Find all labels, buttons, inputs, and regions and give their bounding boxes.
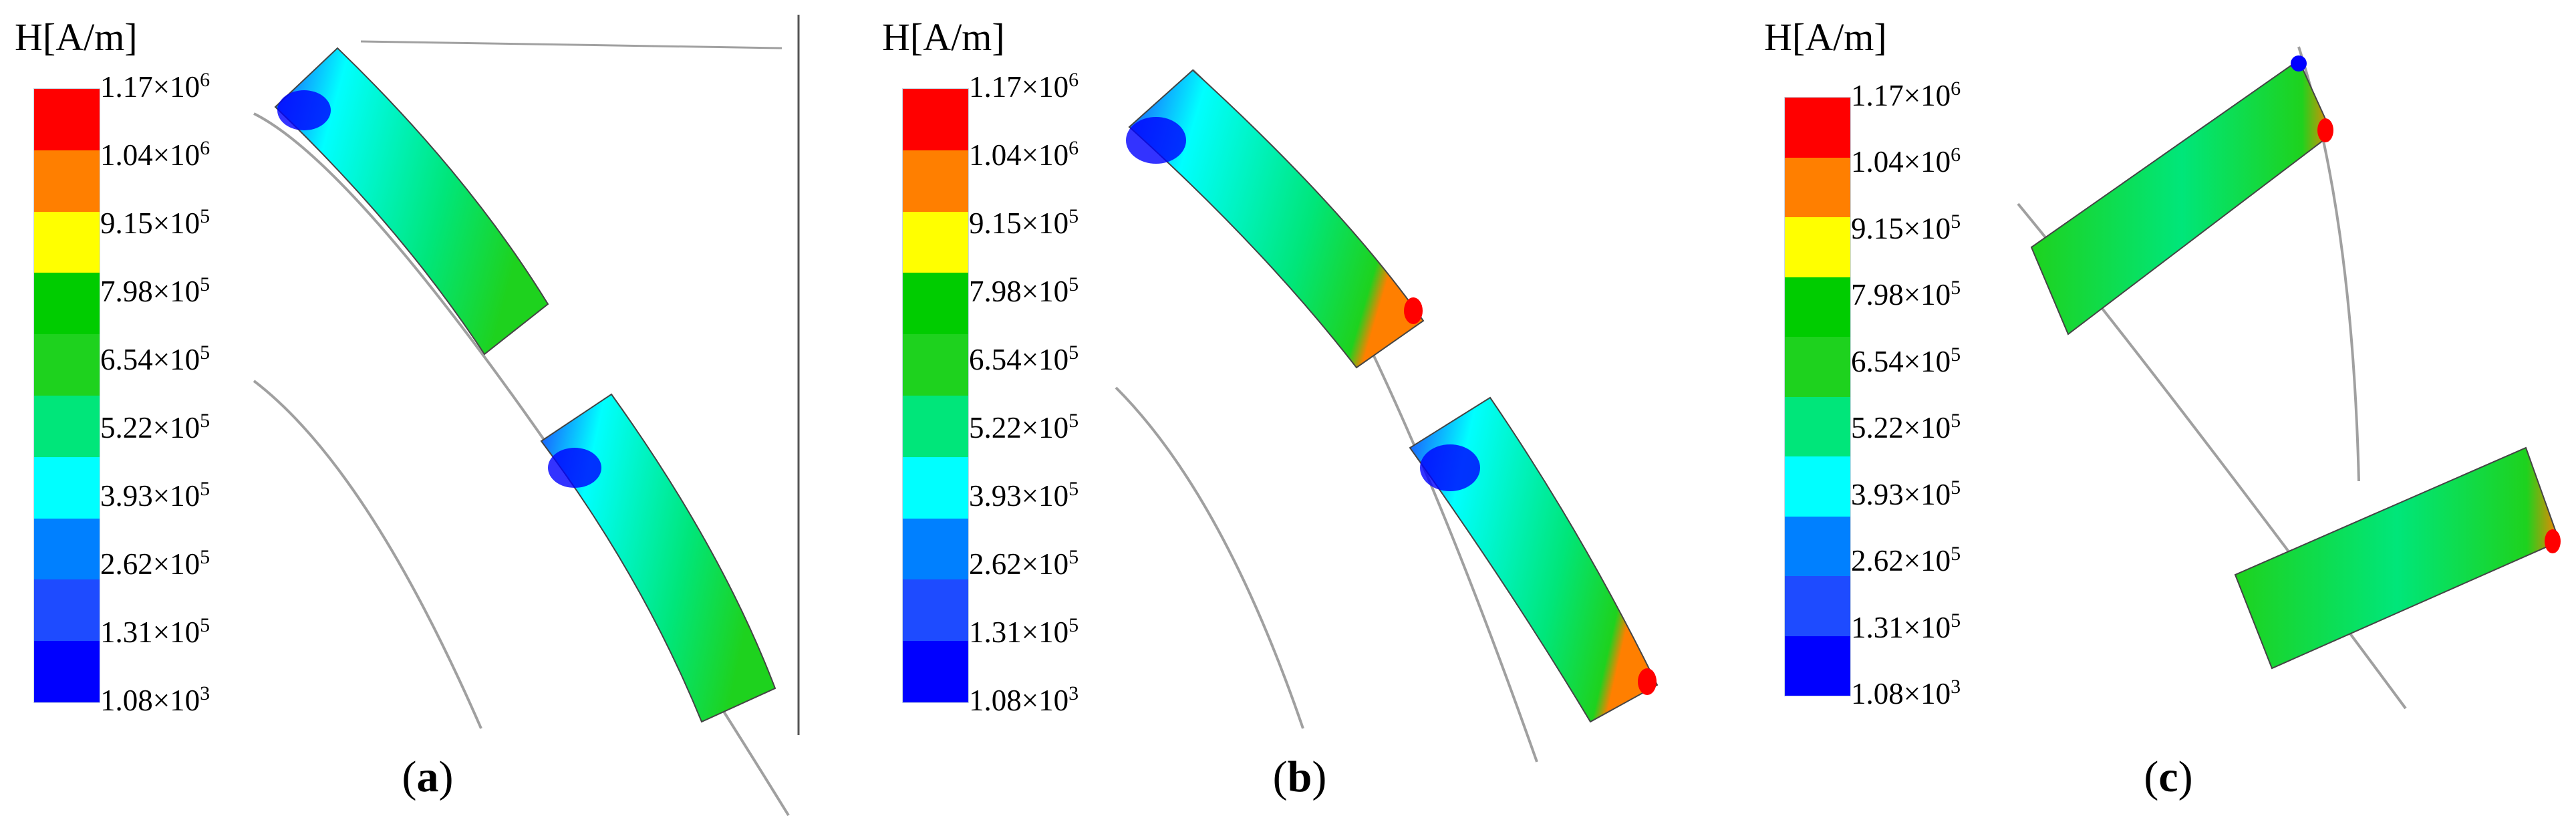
scale-swatch — [903, 456, 968, 519]
scale-swatch — [34, 150, 100, 212]
magnet-block-upper — [274, 47, 549, 356]
magnet-block-upper — [1128, 69, 1425, 369]
boundary-line — [360, 40, 782, 49]
scale-tick-label: 1.31×105 — [969, 614, 1079, 649]
scale-tick-label: 7.98×105 — [969, 273, 1079, 308]
scale-tick-label: 3.93×105 — [969, 478, 1079, 513]
scale-tick-label: 6.54×105 — [100, 341, 210, 376]
scale-tick-label: 9.15×105 — [969, 205, 1079, 240]
scale-tick-label: 5.22×105 — [1851, 410, 1961, 445]
scale-swatch — [1785, 576, 1850, 636]
legend-title: H[A/m] — [15, 15, 138, 59]
scale-swatch — [34, 334, 100, 396]
magnet-field-plot — [1115, 69, 1659, 763]
scale-swatch — [903, 334, 968, 396]
scale-tick-label: 1.04×106 — [100, 137, 210, 172]
scale-tick-label: 6.54×105 — [1851, 343, 1961, 378]
scale-swatch — [903, 89, 968, 150]
scale-tick-label: 3.93×105 — [1851, 476, 1961, 511]
scale-swatch — [1785, 217, 1850, 277]
scale-tick-label: 1.17×106 — [1851, 78, 1961, 112]
scale-swatch — [34, 89, 100, 150]
scale-swatch — [903, 579, 968, 642]
panel-b: H[A/m] (b) 1.17×106 1.04×106 9.15×105 7.98×… — [862, 0, 1724, 820]
scale-swatch — [1785, 157, 1850, 217]
panel-caption: (c) — [2144, 753, 2193, 801]
scale-tick-label: 1.08×103 — [100, 682, 210, 717]
scale-tick-label: 9.15×105 — [1851, 210, 1961, 245]
scale-swatch — [903, 211, 968, 273]
magnet-field-plot — [253, 15, 800, 817]
scale-tick-label: 2.62×105 — [969, 546, 1079, 581]
panel-a: H[A/m] (a) 1.17×106 1.04×106 9.15×105 7.98×… — [0, 0, 862, 820]
scale-tick-label: 7.98×105 — [100, 273, 210, 308]
scale-tick-label: 2.62×105 — [100, 546, 210, 581]
scale-swatch — [903, 641, 968, 702]
panel-caption: (a) — [402, 753, 454, 801]
scale-tick-label: 3.93×105 — [100, 478, 210, 513]
scale-tick-label: 9.15×105 — [100, 205, 210, 240]
scale-swatch — [1785, 98, 1850, 158]
scale-swatch — [903, 150, 968, 212]
scale-swatch — [903, 518, 968, 580]
color-scale — [902, 88, 969, 703]
scale-tick-label: 6.54×105 — [969, 341, 1079, 376]
scale-tick-label: 1.17×106 — [100, 69, 210, 104]
scale-swatch — [34, 641, 100, 702]
scale-swatch — [1785, 277, 1850, 337]
rotor-arc-inner — [1115, 386, 1304, 729]
legend-title: H[A/m] — [1764, 15, 1887, 59]
scale-tick-label: 7.98×105 — [1851, 277, 1961, 312]
scale-swatch — [903, 395, 968, 457]
magnet-block-lower — [2234, 446, 2561, 670]
scale-swatch — [34, 579, 100, 642]
panel-c: H[A/m] (c) 1.17×106 1.04×106 9.15×105 7.98×… — [1724, 0, 2576, 820]
scale-swatch — [1785, 516, 1850, 576]
panel-caption: (b) — [1272, 753, 1327, 801]
scale-tick-label: 1.04×106 — [969, 137, 1079, 172]
scale-tick-label: 1.04×106 — [1851, 144, 1961, 179]
scale-tick-label: 1.08×103 — [969, 682, 1079, 717]
scale-tick-label: 1.08×103 — [1851, 676, 1961, 710]
scale-swatch — [1785, 456, 1850, 517]
magnet-field-plot — [2017, 46, 2561, 710]
scale-swatch — [1785, 337, 1850, 397]
scale-tick-label: 1.31×105 — [100, 614, 210, 649]
scale-swatch — [34, 518, 100, 580]
scale-tick-label: 5.22×105 — [969, 410, 1079, 444]
scale-swatch — [34, 395, 100, 457]
scale-swatch — [1785, 636, 1850, 696]
scale-tick-label: 2.62×105 — [1851, 543, 1961, 578]
color-scale — [33, 88, 100, 703]
legend-title: H[A/m] — [882, 15, 1005, 59]
scale-tick-label: 5.22×105 — [100, 410, 210, 444]
scale-tick-label: 1.17×106 — [969, 69, 1079, 104]
scale-swatch — [1785, 396, 1850, 456]
color-scale — [1784, 97, 1851, 696]
rotor-arc-inner — [253, 380, 482, 729]
scale-swatch — [34, 211, 100, 273]
scale-tick-label: 1.31×105 — [1851, 609, 1961, 644]
scale-swatch — [903, 273, 968, 335]
scale-swatch — [34, 456, 100, 519]
magnet-block-upper — [2030, 59, 2333, 335]
scale-swatch — [34, 273, 100, 335]
magnet-block-lower — [540, 393, 776, 723]
